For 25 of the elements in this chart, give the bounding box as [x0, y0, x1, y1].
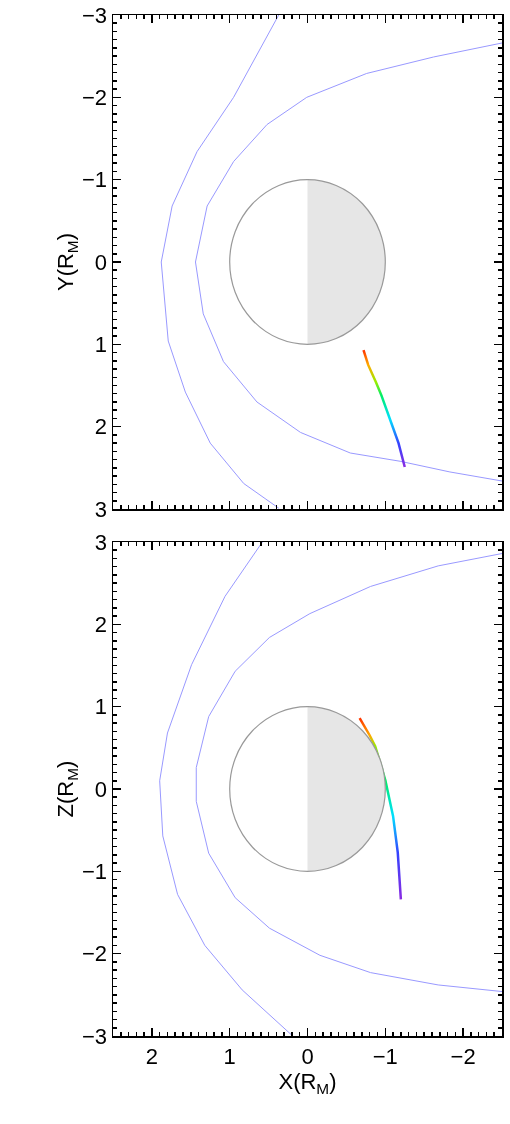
y-tick-label: 2: [94, 612, 108, 638]
y-tick-label: 1: [94, 332, 108, 358]
y-tick-label: 3: [94, 529, 108, 555]
line-series: [159, 542, 294, 1036]
y-tick-label: −2: [82, 85, 108, 111]
x-tick-label: 0: [301, 1043, 314, 1069]
y-tick-label: 1: [94, 694, 108, 720]
y-tick-label: 0: [94, 249, 108, 275]
y-tick-label: −3: [82, 1023, 108, 1049]
y-tick-label: 3: [94, 496, 108, 522]
y-tick-label: −1: [82, 859, 108, 885]
x-tick-label: −1: [372, 1043, 398, 1069]
y-tick-label: −2: [82, 941, 108, 967]
y-tick-label: −1: [82, 167, 108, 193]
line-series: [362, 348, 406, 469]
line-series: [195, 553, 502, 993]
x-axis-title: X(R$_{M}$): [278, 1068, 337, 1097]
x-tick-label: 1: [223, 1043, 236, 1069]
line-series: [194, 42, 502, 482]
y-tick-label: 0: [94, 776, 108, 802]
x-tick-label: −2: [450, 1043, 476, 1069]
line-series: [160, 15, 280, 509]
y-tick-label: −3: [82, 2, 108, 28]
x-tick-label: 2: [145, 1043, 159, 1069]
y-tick-label: 2: [94, 414, 108, 440]
